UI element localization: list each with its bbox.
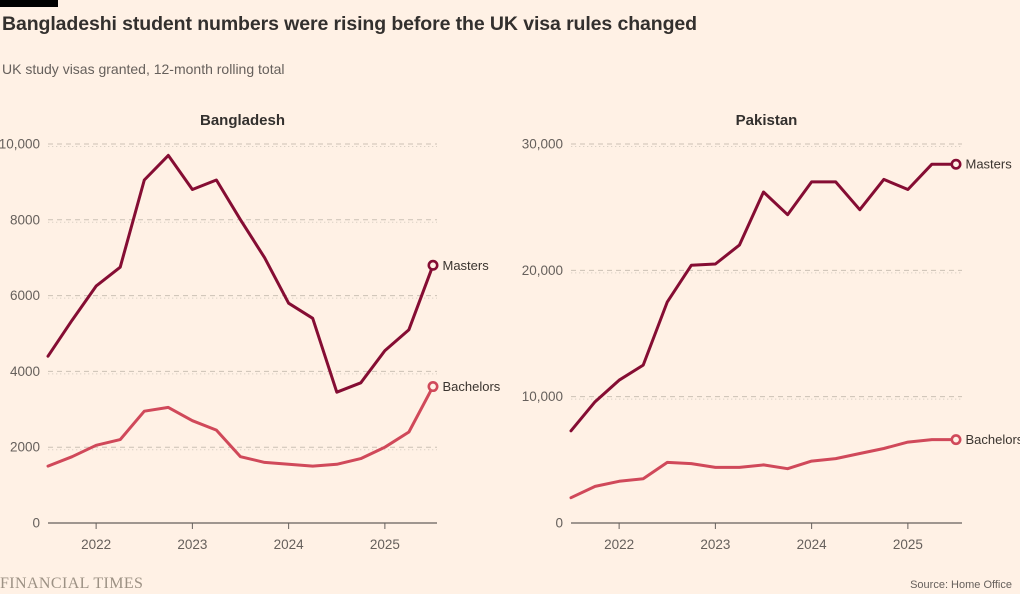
panel-title: Pakistan [736,112,798,129]
y-tick-label: 30,000 [522,137,563,152]
chart-headline: Bangladeshi student numbers were rising … [2,13,697,35]
y-tick-label: 8000 [10,212,40,227]
series-end-marker-masters [427,259,439,271]
chart-pakistan: Pakistan 0 10,000 20,000 30,000 2022 2023 2024 2… [522,112,1020,552]
y-tick-label: 6000 [10,288,40,303]
y-tick-label: 0 [555,516,563,531]
chart-bangladesh: Bangladesh 0 2000 4000 6000 8000 10,000 2022 202… [0,112,501,552]
y-tick-label: 10,000 [522,389,563,404]
y-tick-label: 2000 [10,440,40,455]
series-label-bachelors: Bachelors [443,379,501,394]
series-label-masters: Masters [966,157,1013,172]
x-tick-label: 2022 [604,537,634,552]
x-tick-label: 2025 [893,537,923,552]
ft-wordmark: FINANCIAL TIMES [0,575,144,592]
x-tick-label: 2024 [274,537,305,552]
series-end-marker-masters [950,158,962,170]
ft-top-bar [0,0,58,7]
series-line-bachelors [569,438,958,500]
panel-title: Bangladesh [200,112,285,129]
charts-row: Bangladesh 0 2000 4000 6000 8000 10,000 2022 202… [0,100,1020,560]
chart-subtitle: UK study visas granted, 12-month rolling… [2,61,285,77]
series-end-marker-bachelors [427,381,439,393]
source-note: Source: Home Office [910,579,1012,591]
y-tick-label: 10,000 [0,137,40,152]
x-tick-label: 2024 [797,537,828,552]
y-tick-label: 0 [32,516,40,531]
series-end-marker-bachelors [950,434,962,446]
x-tick-label: 2023 [700,537,730,552]
series-line-masters [46,153,435,394]
series-label-bachelors: Bachelors [966,432,1020,447]
x-tick-label: 2022 [81,537,111,552]
series-label-masters: Masters [443,258,490,273]
series-line-masters [569,162,958,433]
x-tick-label: 2023 [177,537,207,552]
x-tick-label: 2025 [370,537,400,552]
y-tick-label: 20,000 [522,263,563,278]
y-tick-label: 4000 [10,364,40,379]
series-line-bachelors [46,385,435,468]
